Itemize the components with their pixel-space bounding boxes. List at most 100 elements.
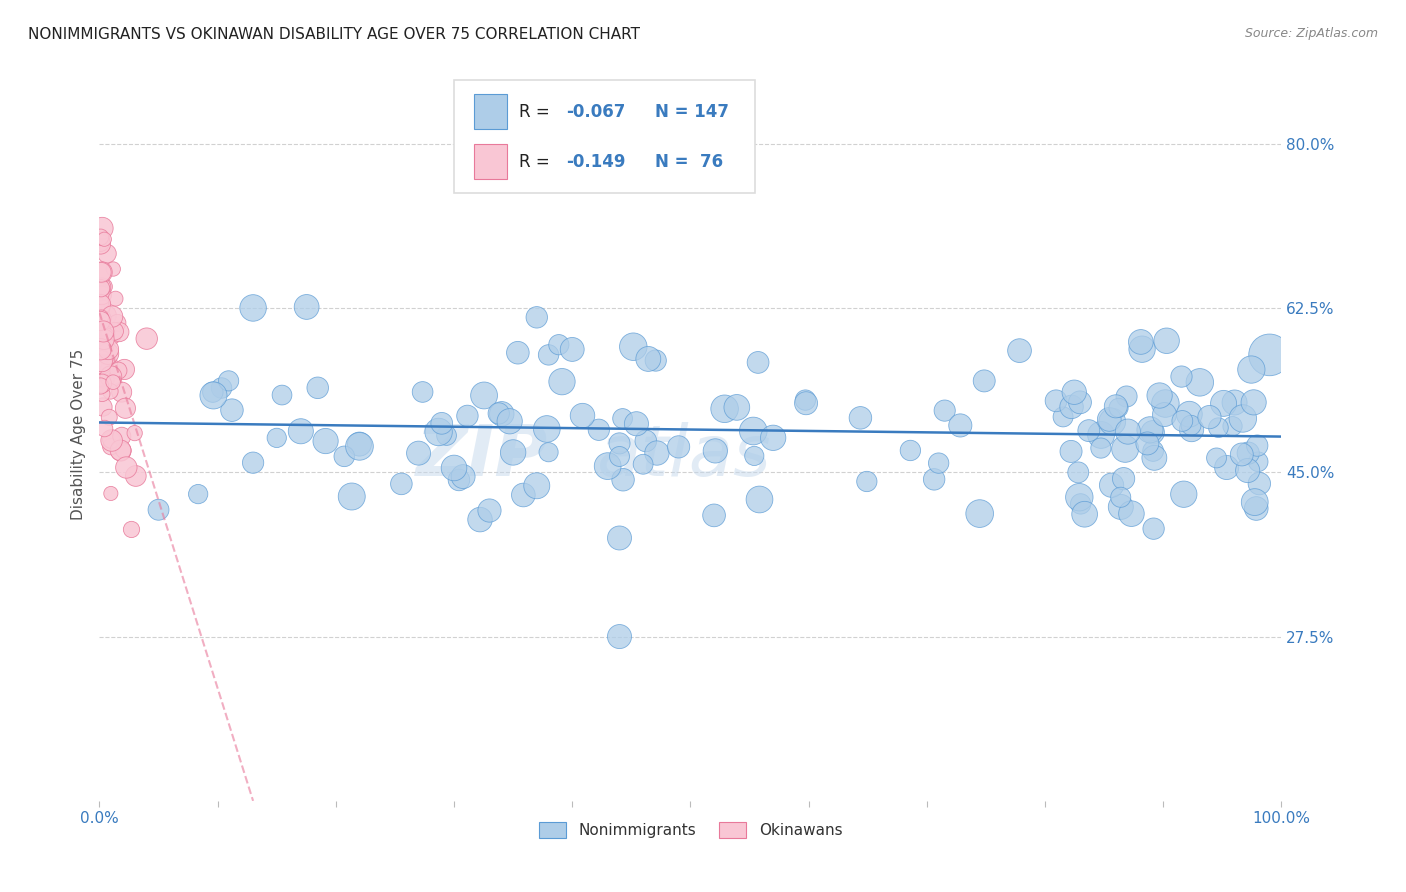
Point xyxy=(90,281,112,295)
Point xyxy=(1109,490,1132,504)
Point xyxy=(91,400,114,414)
Text: NONIMMIGRANTS VS OKINAWAN DISABILITY AGE OVER 75 CORRELATION CHART: NONIMMIGRANTS VS OKINAWAN DISABILITY AGE… xyxy=(28,27,640,42)
Point xyxy=(488,406,510,420)
Point xyxy=(1069,395,1091,409)
Point xyxy=(609,531,631,545)
Point xyxy=(1090,428,1112,442)
Point xyxy=(101,375,124,389)
Point xyxy=(1142,522,1164,536)
Point xyxy=(644,353,666,368)
Point xyxy=(211,381,233,395)
Point xyxy=(898,443,921,458)
Text: N =  76: N = 76 xyxy=(655,153,723,170)
Point xyxy=(794,393,817,408)
Point xyxy=(1178,407,1201,421)
Bar xyxy=(474,94,508,128)
Point xyxy=(104,292,127,306)
Point xyxy=(526,479,548,493)
Point xyxy=(121,523,143,537)
Point xyxy=(94,341,117,355)
Point xyxy=(1073,507,1095,521)
Point xyxy=(90,303,112,318)
Point xyxy=(90,265,112,279)
Point xyxy=(1236,464,1258,478)
Point xyxy=(94,323,117,337)
Point xyxy=(408,446,430,460)
Point xyxy=(349,439,371,453)
Point xyxy=(1142,425,1164,440)
Point xyxy=(1143,450,1166,465)
Point xyxy=(436,428,458,442)
Point xyxy=(928,456,950,470)
Point xyxy=(1067,466,1090,480)
Point xyxy=(90,327,112,342)
Point xyxy=(526,310,548,325)
Point xyxy=(91,376,114,391)
Point xyxy=(748,492,770,507)
Point xyxy=(794,396,817,410)
Point xyxy=(637,351,659,366)
Point xyxy=(1052,409,1074,424)
Point xyxy=(934,403,956,417)
Point xyxy=(973,374,995,388)
Point xyxy=(98,410,121,425)
Point xyxy=(90,282,112,296)
Point xyxy=(349,437,371,451)
Point xyxy=(1208,420,1230,434)
Point xyxy=(90,357,112,371)
Point xyxy=(491,407,513,421)
Point xyxy=(389,476,412,491)
Point xyxy=(90,301,112,315)
Point xyxy=(1108,401,1130,415)
Point xyxy=(315,434,337,448)
Point xyxy=(201,385,224,400)
Point xyxy=(90,363,112,377)
Point xyxy=(725,401,748,415)
Point xyxy=(1247,455,1270,469)
Point xyxy=(125,469,148,483)
Bar xyxy=(474,144,508,178)
Point xyxy=(1212,396,1234,410)
Point xyxy=(1109,500,1132,514)
Point xyxy=(456,409,478,423)
Point xyxy=(537,348,560,362)
Point xyxy=(596,459,619,474)
Point xyxy=(98,361,121,376)
Point xyxy=(111,385,134,400)
Point xyxy=(110,443,132,458)
Point xyxy=(90,237,112,252)
Point xyxy=(242,301,264,315)
Point xyxy=(588,423,610,437)
Point xyxy=(93,326,115,341)
Point xyxy=(1198,410,1220,425)
Point xyxy=(97,346,120,360)
Text: atlas: atlas xyxy=(596,422,770,491)
Point xyxy=(1246,439,1268,453)
Point xyxy=(90,235,112,250)
Point xyxy=(1121,507,1143,521)
Point xyxy=(1105,400,1128,414)
Point xyxy=(1130,342,1153,356)
Point xyxy=(104,324,127,338)
Point xyxy=(295,300,318,314)
Point xyxy=(536,422,558,436)
Point xyxy=(1173,487,1195,501)
Point xyxy=(90,310,112,325)
Point xyxy=(1008,343,1031,358)
Point xyxy=(218,374,240,388)
Point xyxy=(427,425,450,439)
Point xyxy=(1180,423,1202,437)
Point xyxy=(110,443,132,458)
Point xyxy=(94,326,117,341)
Point xyxy=(307,381,329,395)
Point xyxy=(451,469,474,483)
Point xyxy=(1223,395,1246,409)
Point xyxy=(90,343,112,357)
Point xyxy=(266,431,288,445)
Point xyxy=(90,321,112,335)
Point xyxy=(1188,376,1211,390)
Point xyxy=(537,445,560,459)
Point xyxy=(96,246,118,260)
Point xyxy=(202,388,225,402)
Point xyxy=(93,232,115,246)
